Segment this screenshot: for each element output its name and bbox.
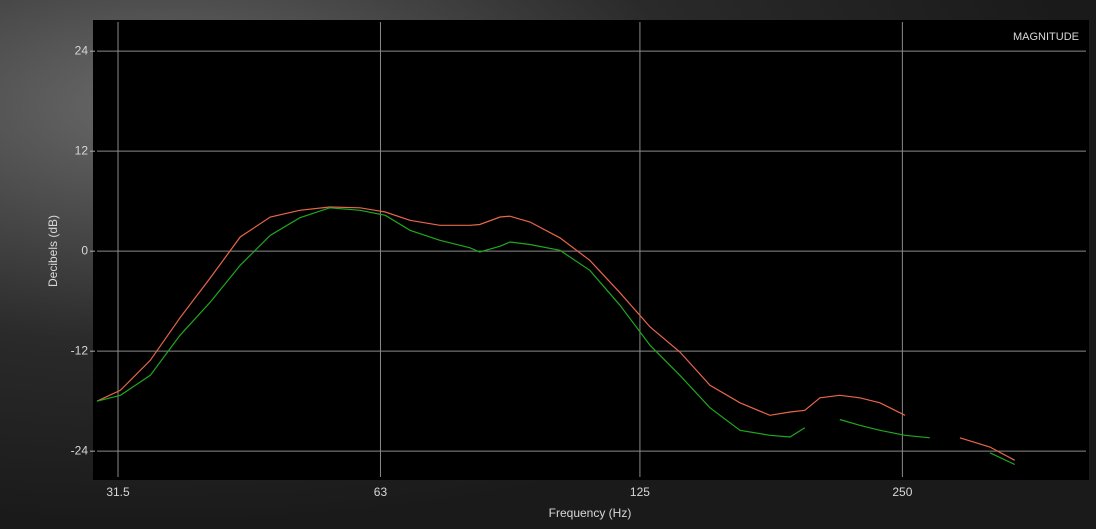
y-tick-label: -12 [71, 343, 89, 357]
plot-background [93, 20, 1089, 480]
y-tick-label: 0 [81, 243, 88, 257]
y-tick-label: 12 [75, 143, 89, 157]
x-tick-label: 31.5 [106, 485, 130, 499]
x-axis-label: Frequency (Hz) [549, 506, 632, 520]
y-tick-label: 24 [75, 43, 89, 57]
series-line [96, 206, 1016, 461]
x-tick-label: 63 [374, 485, 388, 499]
x-tick-label: 250 [892, 485, 912, 499]
y-tick-label: -24 [71, 443, 89, 457]
series-line [96, 207, 1016, 466]
x-tick-label: 125 [630, 485, 650, 499]
chart-title: MAGNITUDE [1013, 31, 1079, 43]
y-axis-label: Decibels (dB) [46, 215, 60, 287]
